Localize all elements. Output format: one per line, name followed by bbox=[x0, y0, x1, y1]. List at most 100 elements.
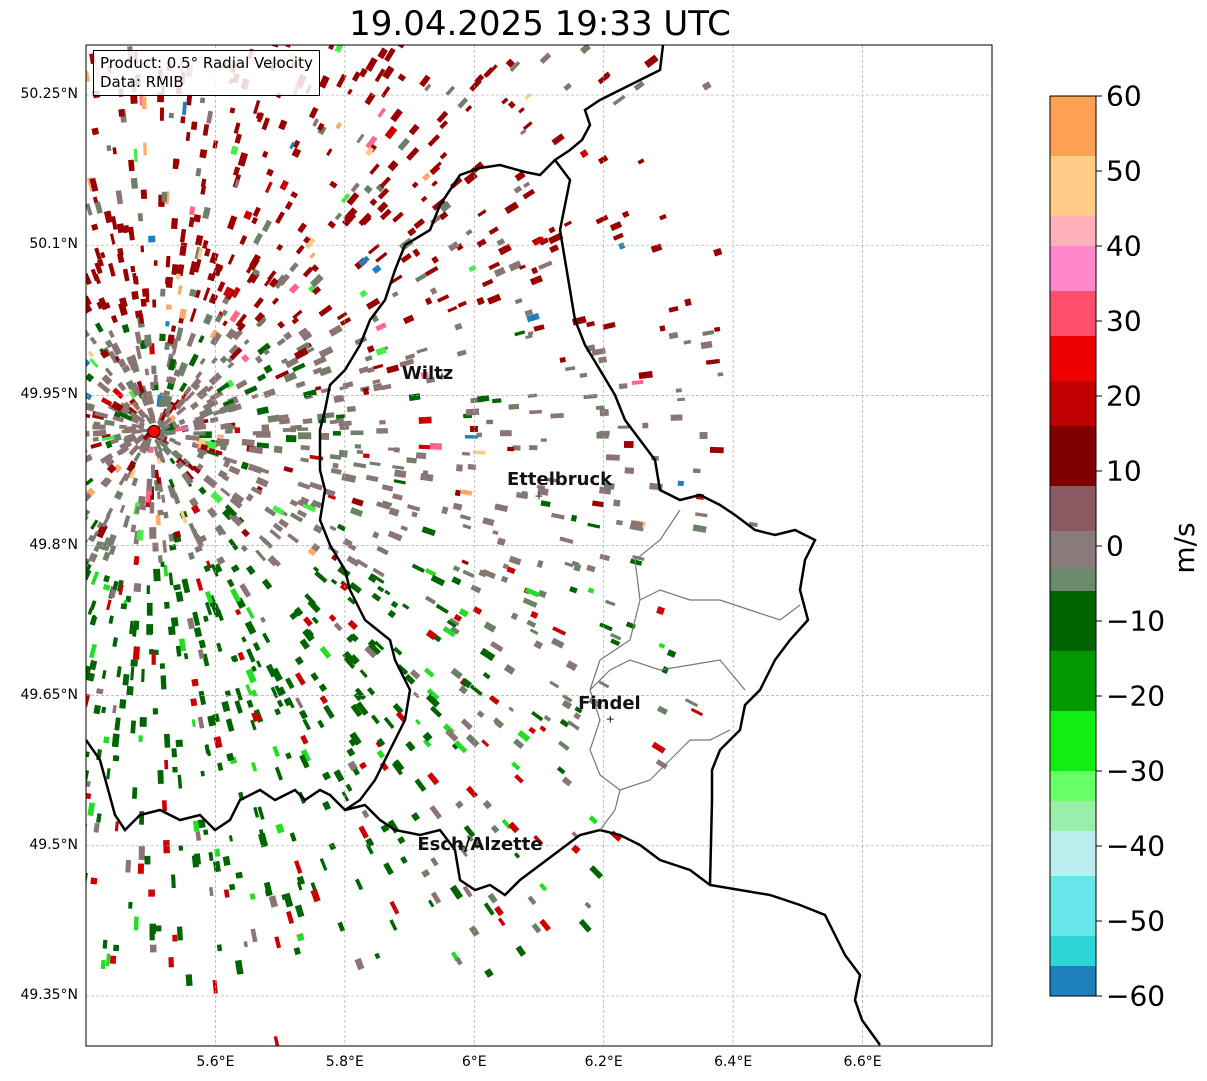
echo-bin bbox=[599, 553, 611, 562]
echo-bin bbox=[659, 325, 666, 332]
echo-bin bbox=[413, 691, 420, 699]
echo-bin bbox=[214, 525, 224, 537]
echo-bin bbox=[429, 164, 441, 175]
echo-bin bbox=[86, 560, 89, 572]
echo-bin bbox=[392, 703, 404, 715]
echo-bin bbox=[531, 711, 544, 722]
echo-bin bbox=[161, 494, 166, 503]
echo-bin bbox=[199, 97, 206, 104]
echo-bin bbox=[336, 73, 347, 89]
echo-bin bbox=[191, 678, 199, 687]
echo-bin bbox=[122, 603, 128, 610]
echo-bin bbox=[87, 350, 95, 358]
echo-bin bbox=[328, 324, 343, 337]
echo-bin bbox=[117, 247, 124, 256]
echo-bin bbox=[101, 514, 111, 528]
echo-bin bbox=[263, 348, 271, 356]
echo-bin bbox=[411, 812, 421, 822]
echo-bin bbox=[527, 895, 537, 906]
echo-bin bbox=[251, 665, 257, 672]
echo-bin bbox=[407, 227, 417, 237]
echo-bin bbox=[476, 432, 482, 438]
echo-bin bbox=[212, 860, 221, 873]
echo-bin bbox=[252, 641, 261, 652]
echo-bin bbox=[248, 446, 264, 455]
echo-bin bbox=[246, 565, 256, 576]
echo-bin bbox=[202, 123, 210, 136]
echo-bin bbox=[262, 578, 273, 590]
echo-bin bbox=[299, 496, 310, 506]
echo-bin bbox=[94, 411, 109, 419]
echo-bin bbox=[441, 506, 449, 515]
echo-bin bbox=[146, 585, 151, 594]
echo-bin bbox=[89, 177, 99, 192]
echo-bin bbox=[451, 576, 462, 586]
echo-bin bbox=[335, 122, 342, 130]
echo-bin bbox=[294, 904, 305, 918]
echo-bin bbox=[597, 155, 609, 165]
echo-bin bbox=[513, 852, 521, 859]
echo-bin bbox=[299, 754, 310, 769]
echo-bin bbox=[136, 529, 144, 541]
echo-bin bbox=[246, 262, 255, 274]
echo-bin bbox=[454, 740, 468, 754]
echo-bin bbox=[88, 403, 95, 409]
echo-bin bbox=[161, 445, 173, 456]
echo-bin bbox=[603, 482, 615, 490]
echo-bin bbox=[144, 855, 151, 865]
echo-bin bbox=[261, 150, 269, 158]
echo-bin bbox=[168, 437, 176, 443]
echo-bin bbox=[212, 140, 219, 149]
echo-bin bbox=[246, 699, 254, 709]
echo-bin bbox=[369, 198, 378, 207]
echo-bin bbox=[322, 771, 331, 781]
echo-bin bbox=[138, 846, 145, 860]
echo-bin bbox=[87, 607, 94, 616]
echo-bin bbox=[86, 751, 90, 758]
colorbar-band bbox=[1050, 831, 1096, 876]
echo-bin bbox=[276, 337, 286, 347]
echo-bin bbox=[470, 584, 482, 594]
echo-bin bbox=[348, 738, 356, 747]
echo-bin bbox=[190, 377, 202, 390]
echo-bin bbox=[420, 371, 429, 379]
echo-bin bbox=[469, 78, 482, 92]
echo-bin bbox=[129, 411, 138, 419]
echo-bin bbox=[239, 234, 248, 246]
colorbar-band bbox=[1050, 426, 1096, 486]
echo-bin bbox=[463, 824, 476, 838]
echo-bin bbox=[699, 432, 708, 439]
echo-bin bbox=[289, 832, 297, 842]
echo-bin bbox=[263, 364, 273, 374]
echo-bin bbox=[713, 247, 723, 257]
echo-bin bbox=[263, 277, 272, 287]
echo-bin bbox=[274, 560, 282, 567]
echo-bin bbox=[188, 353, 199, 367]
colorbar-band bbox=[1050, 96, 1096, 156]
echo-bin bbox=[381, 383, 392, 391]
echo-bin bbox=[494, 905, 504, 917]
echo-bin bbox=[109, 233, 116, 245]
echo-bin bbox=[233, 122, 241, 134]
echo-bin bbox=[521, 490, 528, 496]
echo-bin bbox=[369, 163, 380, 175]
echo-bin bbox=[633, 80, 645, 91]
lat-tick-label: 49.35°N bbox=[20, 986, 78, 1003]
echo-bin bbox=[484, 968, 494, 978]
echo-bin bbox=[177, 264, 185, 277]
echo-bin bbox=[538, 260, 553, 270]
echo-bin bbox=[302, 418, 313, 424]
echo-bin bbox=[128, 406, 138, 415]
echo-bin bbox=[235, 313, 247, 327]
echo-bin bbox=[178, 845, 184, 851]
echo-bin bbox=[312, 286, 322, 295]
echo-bin bbox=[227, 361, 235, 369]
echo-bin bbox=[89, 643, 98, 659]
echo-bin bbox=[515, 945, 527, 957]
echo-bin bbox=[481, 739, 490, 748]
echo-bin bbox=[156, 458, 162, 464]
echo-bin bbox=[229, 347, 243, 361]
echo-bin bbox=[659, 213, 667, 221]
echo-bin bbox=[319, 646, 332, 659]
echo-bin bbox=[86, 389, 93, 401]
